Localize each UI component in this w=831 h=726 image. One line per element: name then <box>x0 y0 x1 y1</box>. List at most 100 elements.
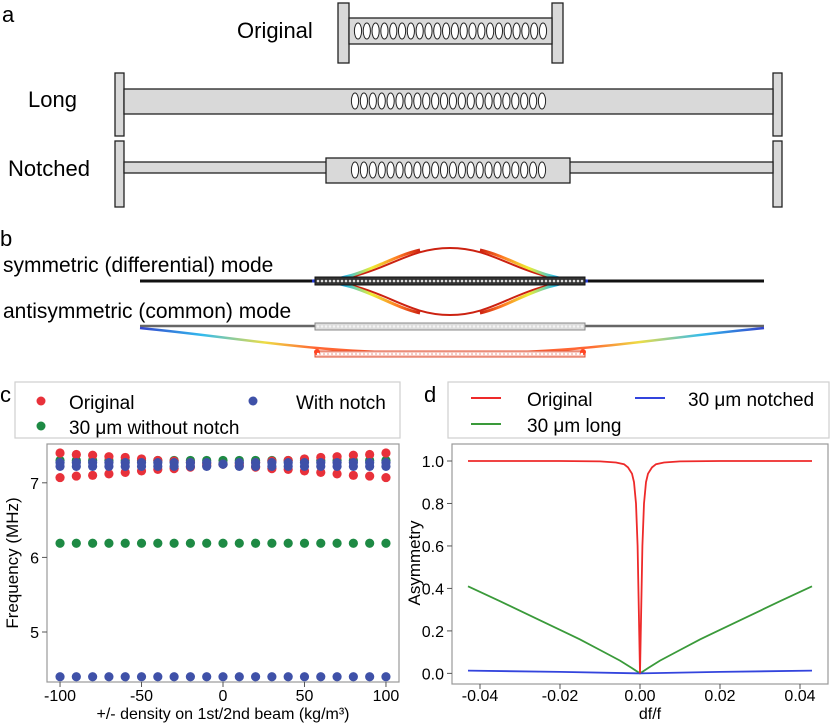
scatter-point <box>332 538 342 548</box>
scatter-point <box>348 461 358 471</box>
ellipse-hole <box>450 22 460 40</box>
ellipse-hole <box>413 161 422 179</box>
ellipse-hole <box>466 92 475 110</box>
ellipse-hole <box>439 161 449 179</box>
panel-d: d Original 30 μm notched 30 μm long -0.0… <box>405 381 830 723</box>
ellipse-hole <box>484 161 493 179</box>
scatter-point <box>55 538 65 548</box>
scatter-point <box>365 461 375 471</box>
device-original <box>337 2 564 64</box>
scatter-point <box>348 450 358 460</box>
scatter-point <box>71 538 81 548</box>
ellipse-hole <box>395 161 404 179</box>
scatter-point <box>55 472 65 483</box>
scatter-point <box>169 538 179 548</box>
x-tick-label: -0.04 <box>462 688 499 705</box>
scatter-point <box>120 538 130 548</box>
ellipse-array <box>350 92 547 110</box>
lower-beam-deflection <box>311 280 589 317</box>
ellipse-hole <box>537 92 547 110</box>
panel-c-label: c <box>0 382 11 407</box>
y-tick-label: 0.8 <box>422 496 444 513</box>
ellipse-hole <box>386 92 395 110</box>
scatter-point <box>250 672 261 682</box>
ellipse-hole <box>431 161 440 179</box>
ellipse-hole <box>528 161 538 179</box>
scatter-point <box>267 461 277 471</box>
series-line <box>468 460 812 674</box>
ellipse-hole <box>422 161 431 179</box>
axes-d: -0.04 -0.02 0.00 0.02 0.04 0.0 0.2 0.4 0.6 0.8 1.0 <box>422 454 816 705</box>
ellipse-hole <box>431 92 440 110</box>
device-label-long: Long <box>28 87 77 112</box>
x-tick-label: 50 <box>296 688 314 705</box>
ellipse-hole <box>353 22 363 40</box>
scatter-point <box>250 538 261 548</box>
scatter-point <box>104 672 114 682</box>
scatter-point <box>365 449 375 460</box>
scatter-point <box>153 461 163 471</box>
y-tick-label: 7 <box>30 476 39 493</box>
scatter-point <box>104 469 114 479</box>
y-tick-label: 0.4 <box>422 581 444 598</box>
scatter-point <box>218 672 228 682</box>
ellipse-hole <box>371 22 380 40</box>
scatter-point <box>332 461 342 471</box>
ellipse-hole <box>433 22 442 40</box>
legend-marker-with-notch <box>248 396 258 406</box>
scatter-point <box>120 672 130 682</box>
ellipse-hole <box>466 161 475 179</box>
scatter-point <box>332 469 342 479</box>
plot-area-c <box>46 443 400 683</box>
ellipse-hole <box>395 92 404 110</box>
scatter-point <box>202 672 212 682</box>
scatter-point <box>185 461 196 471</box>
scatter-point <box>88 470 98 480</box>
ellipse-hole <box>520 92 529 110</box>
ellipse-hole <box>350 161 360 179</box>
scatter-point <box>153 538 163 548</box>
scatter-point <box>88 461 98 471</box>
scatter-point <box>381 538 391 548</box>
upper-beam-deflection <box>311 246 589 282</box>
ellipse-hole <box>422 92 431 110</box>
antisymmetric-mode-shape <box>139 322 765 358</box>
data-lines-d <box>467 460 813 675</box>
y-tick-label: 1.0 <box>422 454 444 471</box>
ellipse-hole <box>475 92 484 110</box>
ellipse-hole <box>503 22 512 40</box>
scatter-point <box>88 538 98 548</box>
legend-label-long-d: 30 μm long <box>527 416 621 437</box>
ellipse-hole <box>448 161 458 179</box>
x-tick-label: 0.02 <box>704 688 735 705</box>
y-tick-label: 5 <box>30 625 39 642</box>
ellipse-hole <box>439 92 449 110</box>
ellipse-hole <box>493 161 502 179</box>
scatter-point <box>153 672 163 682</box>
ellipse-hole <box>404 92 413 110</box>
mode-label-symmetric: symmetric (differential) mode <box>3 254 273 277</box>
ellipse-hole <box>530 22 539 40</box>
scatter-point <box>316 538 326 548</box>
x-tick-label: -0.02 <box>542 688 579 705</box>
device-notched <box>114 140 783 208</box>
legend-label-without-notch: 30 μm without notch <box>69 418 239 439</box>
x-tick-label: 0 <box>219 688 228 705</box>
ellipse-hole <box>368 161 377 179</box>
scatter-point <box>185 538 196 548</box>
symmetric-mode-shape <box>140 246 764 317</box>
scatter-point <box>332 672 342 682</box>
axes-c: -100 -50 0 50 100 5 6 7 <box>30 476 399 705</box>
scatter-point <box>234 672 244 682</box>
y-axis-label-c: Frequency (MHz) <box>3 497 22 628</box>
ellipse-hole <box>424 22 433 40</box>
scatter-point <box>88 672 98 682</box>
x-axis-label-d: df/f <box>639 706 662 723</box>
scatter-point <box>136 538 147 548</box>
scatter-point <box>234 461 244 471</box>
ellipse-hole <box>413 92 422 110</box>
panel-c: c Original With notch 30 μm without notc… <box>0 381 401 723</box>
scatter-point <box>299 672 310 682</box>
scatter-point <box>381 461 391 471</box>
panel-d-label: d <box>424 382 436 407</box>
